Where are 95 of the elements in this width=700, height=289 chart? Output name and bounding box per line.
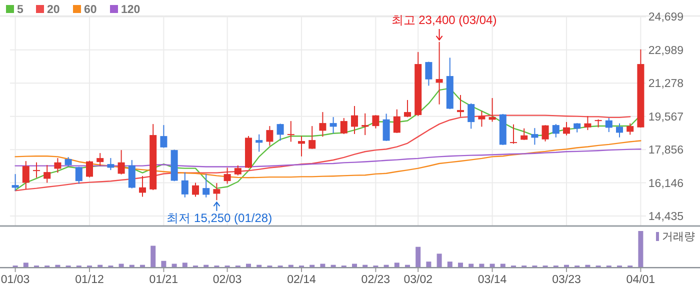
bar: [150, 246, 156, 267]
candlestick: [202, 174, 210, 198]
x-tick-label: 04/01: [626, 274, 656, 286]
legend-label: 거래량: [662, 231, 695, 243]
bar: [468, 264, 474, 267]
candlestick: [118, 150, 125, 175]
bar: [500, 264, 506, 267]
candlestick: [298, 136, 305, 157]
legend-label: 5: [17, 4, 24, 16]
candlestick: [96, 152, 104, 166]
x-tick-label: 02/14: [287, 274, 316, 286]
candlestick: [563, 122, 570, 136]
candlestick: [256, 134, 263, 152]
legend-label: 60: [84, 4, 97, 16]
annotation: 최저 15,250 (01/28): [166, 211, 272, 225]
candlestick: [372, 114, 380, 129]
candlestick: [107, 158, 114, 171]
x-tick-label: 03/14: [478, 274, 508, 286]
candlestick: [276, 123, 284, 142]
y-tick-label: 24,699: [648, 12, 684, 24]
y-tick-label: 17,856: [648, 144, 684, 157]
bar: [118, 264, 124, 267]
bar: [172, 264, 177, 267]
candlestick: [64, 156, 72, 167]
candlestick: [468, 102, 475, 130]
candlestick: [382, 113, 390, 142]
bar: [394, 262, 400, 267]
candlestick: [531, 128, 538, 146]
candlestick: [308, 126, 316, 150]
candlestick: [12, 174, 19, 192]
y-tick-label: 19,567: [648, 111, 684, 124]
candlestick: [457, 94, 464, 118]
bar: [436, 254, 442, 267]
candlestick: [54, 158, 62, 174]
x-tick-label: 02/03: [212, 274, 242, 286]
candlestick: [160, 124, 168, 148]
x-tick-label: 03/23: [552, 274, 581, 286]
bar: [490, 264, 495, 267]
candlestick: [33, 162, 40, 178]
candlestick: [75, 166, 82, 184]
candlestick: [626, 122, 634, 136]
candlestick: [22, 160, 30, 190]
bar: [23, 262, 28, 267]
y-tick-label: 22,989: [648, 44, 684, 57]
legend-label: 120: [121, 4, 140, 16]
candlestick: [287, 120, 294, 142]
candlestick: [478, 110, 486, 128]
candlestick: [510, 124, 517, 144]
bar: [352, 264, 357, 267]
candlestick: [488, 98, 496, 122]
bar: [447, 262, 452, 267]
legend-label: 20: [47, 4, 60, 16]
candlestick: [616, 122, 623, 138]
candlestick: [192, 182, 199, 198]
candlestick: [181, 172, 188, 198]
candlestick: [393, 108, 400, 134]
x-tick-label: 01/12: [75, 274, 104, 286]
y-tick-label: 14,435: [648, 211, 684, 223]
candlestick: [584, 116, 592, 131]
candlestick: [266, 126, 274, 146]
bar: [182, 262, 188, 267]
candlestick: [436, 41, 443, 105]
bar: [416, 246, 421, 267]
candlestick: [234, 164, 242, 176]
candlestick: [425, 61, 432, 86]
x-tick-label: 02/23: [361, 274, 390, 286]
x-tick-label: 03/02: [404, 274, 432, 286]
candlestick: [351, 106, 358, 135]
candlestick: [340, 118, 348, 135]
annotation: 최고 23,400 (03/04): [391, 13, 497, 27]
candlestick: [224, 167, 231, 184]
y-tick-label: 21,278: [648, 78, 684, 90]
bar: [246, 264, 251, 267]
bar: [161, 260, 166, 267]
candlestick: [605, 118, 612, 133]
candlestick: [128, 160, 136, 189]
candlestick: [542, 124, 549, 142]
candlestick: [319, 112, 326, 138]
candlestick: [574, 122, 581, 133]
bar: [426, 262, 432, 267]
bar: [638, 231, 644, 267]
candlestick: [44, 164, 51, 184]
candlestick: [213, 182, 220, 201]
y-tick-label: 16,146: [648, 178, 684, 190]
bar: [458, 262, 463, 267]
candlestick: [139, 176, 146, 198]
x-tick-label: 01/21: [149, 274, 178, 286]
candlestick: [520, 128, 528, 140]
candlestick: [330, 116, 337, 134]
x-tick-label: 01/03: [0, 274, 30, 286]
candlestick: [552, 124, 560, 138]
candlestick: [404, 100, 411, 118]
bar: [320, 264, 326, 267]
bar: [479, 264, 484, 267]
candlestick: [86, 160, 93, 178]
